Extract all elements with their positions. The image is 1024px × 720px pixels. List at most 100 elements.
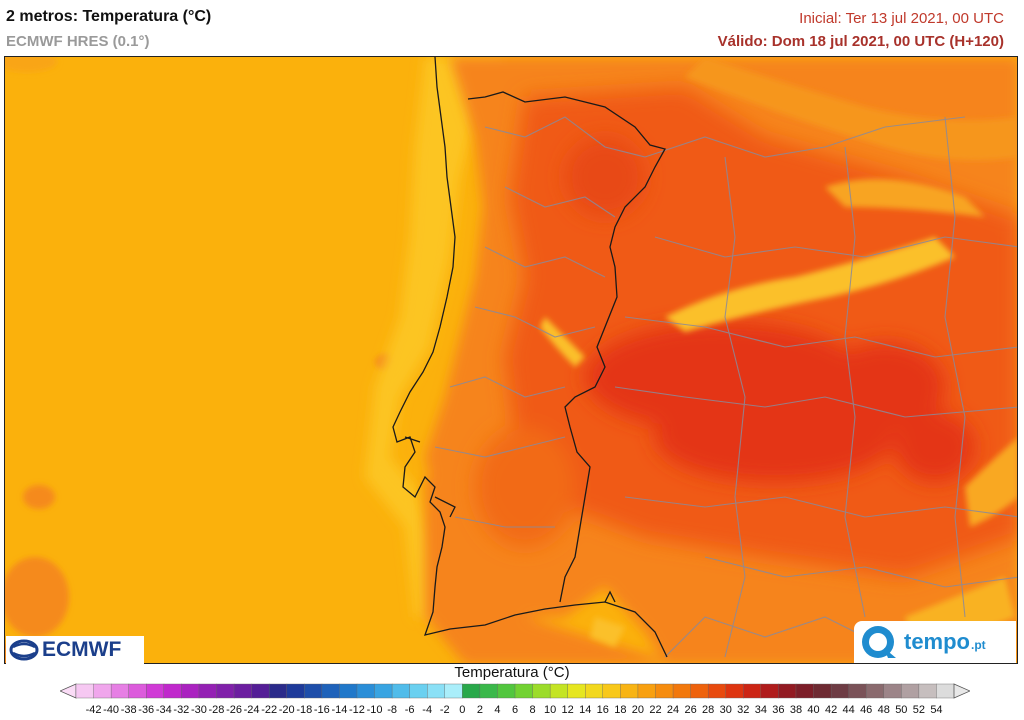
colorbar-swatch (514, 683, 534, 699)
model-label: ECMWF HRES (0.1°) (6, 33, 150, 50)
colorbar-swatch (655, 683, 674, 699)
colorbar-tick-label: 46 (860, 704, 873, 716)
colorbar-tick-label: -16 (313, 704, 330, 716)
colorbar-swatch (918, 683, 937, 699)
colorbar-swatch (233, 683, 253, 699)
colorbar-swatch (866, 683, 885, 699)
colorbar-tick-label: -8 (387, 704, 397, 716)
colorbar-swatch (813, 683, 832, 699)
colorbar-tick-label: 52 (912, 704, 925, 716)
colorbar-tick-label: -24 (243, 704, 260, 716)
colorbar-tick-label: 54 (930, 704, 943, 716)
colorbar-swatch (637, 683, 656, 699)
colorbar-tick-labels: -42 -40 -38 -36 -34 -32 -30 -28 -26 -24 -22 -20 -18-… (0, 704, 1024, 720)
colorbar-swatch (725, 683, 744, 699)
tempo-logo-suffix: .pt (971, 638, 986, 652)
colorbar-swatch (128, 683, 147, 699)
coastal-cool-band (365, 57, 505, 617)
tempo-logo-icon (862, 626, 896, 658)
colorbar-tick-label: 4 (494, 704, 501, 716)
colorbar-swatch (268, 683, 288, 699)
colorbar-tick-label: -32 (173, 704, 190, 716)
colorbar-swatch (374, 683, 393, 699)
colorbar-swatch (216, 683, 235, 699)
colorbar-swatch (936, 683, 955, 699)
colorbar-tick-label: -26 (226, 704, 242, 716)
colorbar-tick-label: 28 (702, 704, 715, 716)
colorbar-tick-label: 10 (543, 704, 557, 716)
initial-time-label: Inicial: Ter 13 jul 2021, 00 UTC (799, 10, 1004, 27)
colorbar-tick-label: 26 (684, 704, 697, 716)
ecmwf-logo-icon (9, 639, 39, 661)
colorbar-tick-label: 30 (719, 704, 732, 716)
colorbar-tick-label: -20 (278, 704, 295, 716)
colorbar-swatch (356, 683, 376, 699)
colorbar-tick-label: -34 (155, 704, 172, 716)
colorbar-swatch (883, 683, 902, 699)
ecmwf-logo-text: ECMWF (42, 638, 122, 661)
colorbar-swatch (146, 683, 165, 699)
colorbar-tick-label: -12 (349, 704, 365, 716)
valid-time-label: Válido: Dom 18 jul 2021, 00 UTC (H+120) (717, 33, 1004, 50)
colorbar-swatch (409, 683, 428, 699)
colorbar-swatch (585, 683, 604, 699)
temperature-colorbar (60, 683, 970, 699)
colorbar-tick-label: -42 (85, 704, 102, 716)
colorbar-tick-label: 34 (754, 704, 767, 716)
colorbar-tick-label: -28 (208, 704, 225, 716)
temperature-map[interactable] (4, 56, 1018, 664)
colorbar-over-arrow (953, 683, 970, 699)
map-canvas (5, 57, 1017, 663)
colorbar-tick-label: 40 (807, 704, 820, 716)
ecmwf-logo: ECMWF (6, 636, 144, 664)
colorbar-tick-label: -40 (103, 704, 120, 716)
ocean-warm-patches (5, 57, 395, 663)
colorbar-swatch (391, 683, 411, 699)
colorbar-tick-label: -18 (296, 704, 313, 716)
colorbar-tick-label: -22 (261, 704, 278, 716)
land-very-hot-area (565, 137, 975, 482)
colorbar-swatch (848, 683, 867, 699)
colorbar-swatch (304, 683, 323, 699)
colorbar-tick-label: -4 (422, 704, 433, 716)
colorbar-swatch (427, 683, 446, 699)
colorbar-tick-label: 38 (789, 704, 803, 716)
colorbar-tick-label: 50 (895, 704, 908, 716)
colorbar-tick-label: 44 (842, 704, 855, 716)
coastline (392, 57, 668, 658)
colorbar-swatch (321, 683, 340, 699)
colorbar-tick-label: 24 (666, 704, 680, 716)
colorbar-tick-label: -38 (120, 704, 137, 716)
colorbar-swatch (778, 683, 797, 699)
colorbar-swatch (75, 683, 95, 699)
colorbar-swatch (251, 683, 270, 699)
colorbar-under-arrow (60, 683, 77, 699)
colorbar-tick-label: 12 (561, 704, 574, 716)
colorbar-swatch (795, 683, 815, 699)
colorbar-tick-label: -14 (331, 704, 348, 716)
colorbar-tick-label: -10 (366, 704, 383, 716)
tempo-logo: tempo .pt (854, 621, 1016, 663)
colorbar-swatch (462, 683, 481, 699)
colorbar-tick-label: 14 (579, 704, 592, 716)
colorbar-tick-label: 0 (459, 704, 466, 716)
colorbar-tick-label: 36 (772, 704, 785, 716)
colorbar-tick-label: 16 (596, 704, 609, 716)
colorbar-swatch (602, 683, 621, 699)
colorbar-swatch (181, 683, 200, 699)
colorbar-tick-label: 22 (649, 704, 662, 716)
colorbar-tick-label: -6 (404, 704, 415, 716)
colorbar-swatch (830, 683, 850, 699)
colorbar-swatch (93, 683, 112, 699)
regional-boundaries (434, 116, 1017, 658)
colorbar-swatch (110, 683, 130, 699)
colorbar-tick-label: 42 (824, 704, 838, 716)
colorbar-tick-label: 48 (877, 704, 890, 716)
legend-title: Temperatura (°C) (454, 664, 570, 681)
tempo-logo-text: tempo (904, 629, 970, 654)
colorbar-tick-label: 2 (476, 704, 483, 716)
map-title: 2 metros: Temperatura (°C) (6, 8, 212, 25)
colorbar-swatch (672, 683, 692, 699)
colorbar-swatch (901, 683, 920, 699)
colorbar-swatch (479, 683, 498, 699)
